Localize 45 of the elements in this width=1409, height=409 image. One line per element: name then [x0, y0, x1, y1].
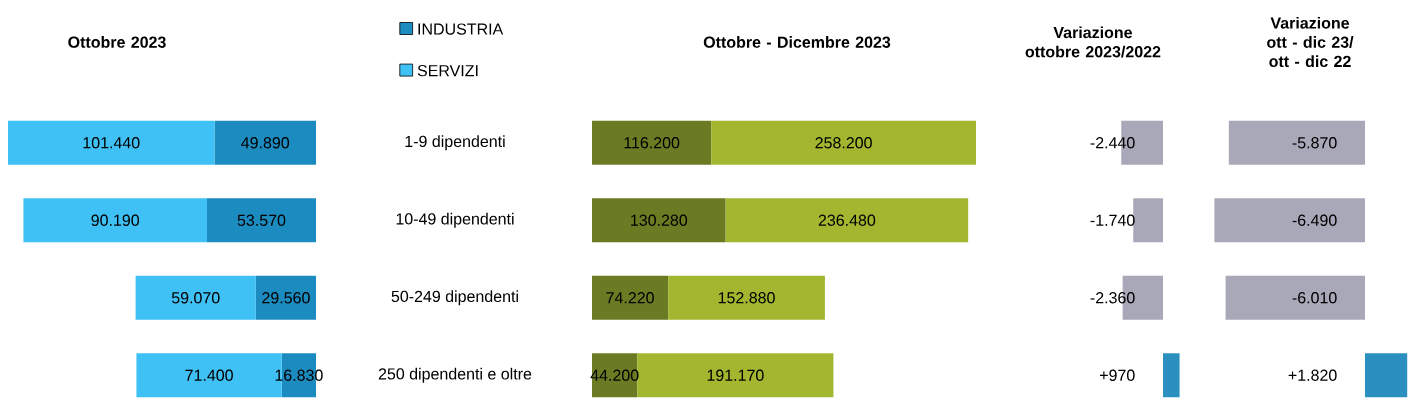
data-label: 29.560: [262, 292, 310, 304]
chart-title: Ottobre - Dicembre 2023: [703, 36, 891, 48]
data-label: 130.280: [631, 214, 688, 226]
y-tick-label: 1-9 dipendenti: [405, 135, 505, 151]
chart-title: Variazione ott - dic 23/ ott - dic 22: [1267, 16, 1354, 68]
y-tick-label: 10-49 dipendenti: [396, 212, 514, 228]
bar: [592, 275, 669, 320]
data-label: 71.400: [185, 369, 233, 381]
data-label: -5.870: [1292, 137, 1337, 149]
y-tick-label: 250 dipendenti e oltre: [378, 367, 532, 383]
bar: [725, 198, 969, 243]
bar: [206, 198, 317, 243]
data-label: -6.490: [1292, 214, 1337, 226]
data-label: 90.190: [91, 214, 140, 226]
legend-label: INDUSTRIA: [418, 23, 504, 35]
bar: [711, 120, 977, 165]
chart-title: Ottobre 2023: [68, 36, 166, 48]
data-label: 258.200: [815, 137, 872, 149]
bar: [668, 275, 825, 320]
data-label: -2.440: [1090, 137, 1135, 149]
data-label: 74.220: [606, 292, 654, 304]
data-label: 101.440: [83, 137, 140, 149]
data-label: 49.890: [241, 137, 290, 149]
bar: [8, 120, 215, 165]
y-tick-label: 50-249 dipendenti: [391, 290, 518, 306]
bar: [637, 353, 834, 398]
bar: [23, 198, 207, 243]
data-label: +1.820: [1288, 369, 1337, 381]
data-label: -6.010: [1292, 292, 1337, 304]
data-label: 53.570: [237, 214, 286, 226]
data-label: -2.360: [1090, 292, 1135, 304]
data-label: +970: [1100, 369, 1135, 381]
data-label: 236.480: [818, 214, 876, 226]
data-label: 116.200: [624, 137, 680, 149]
bar: [214, 120, 317, 165]
chart-title: Variazione ottobre 2023/2022: [1025, 26, 1161, 58]
data-label: -1.740: [1090, 214, 1135, 226]
data-label: 152.880: [718, 292, 775, 304]
data-label: 59.070: [171, 292, 220, 304]
bar: [592, 120, 712, 165]
bar: [592, 198, 726, 243]
data-label: 191.170: [707, 369, 764, 381]
bar: [255, 275, 317, 320]
bar: [135, 275, 256, 320]
legend-label: SERVIZI: [417, 64, 478, 77]
